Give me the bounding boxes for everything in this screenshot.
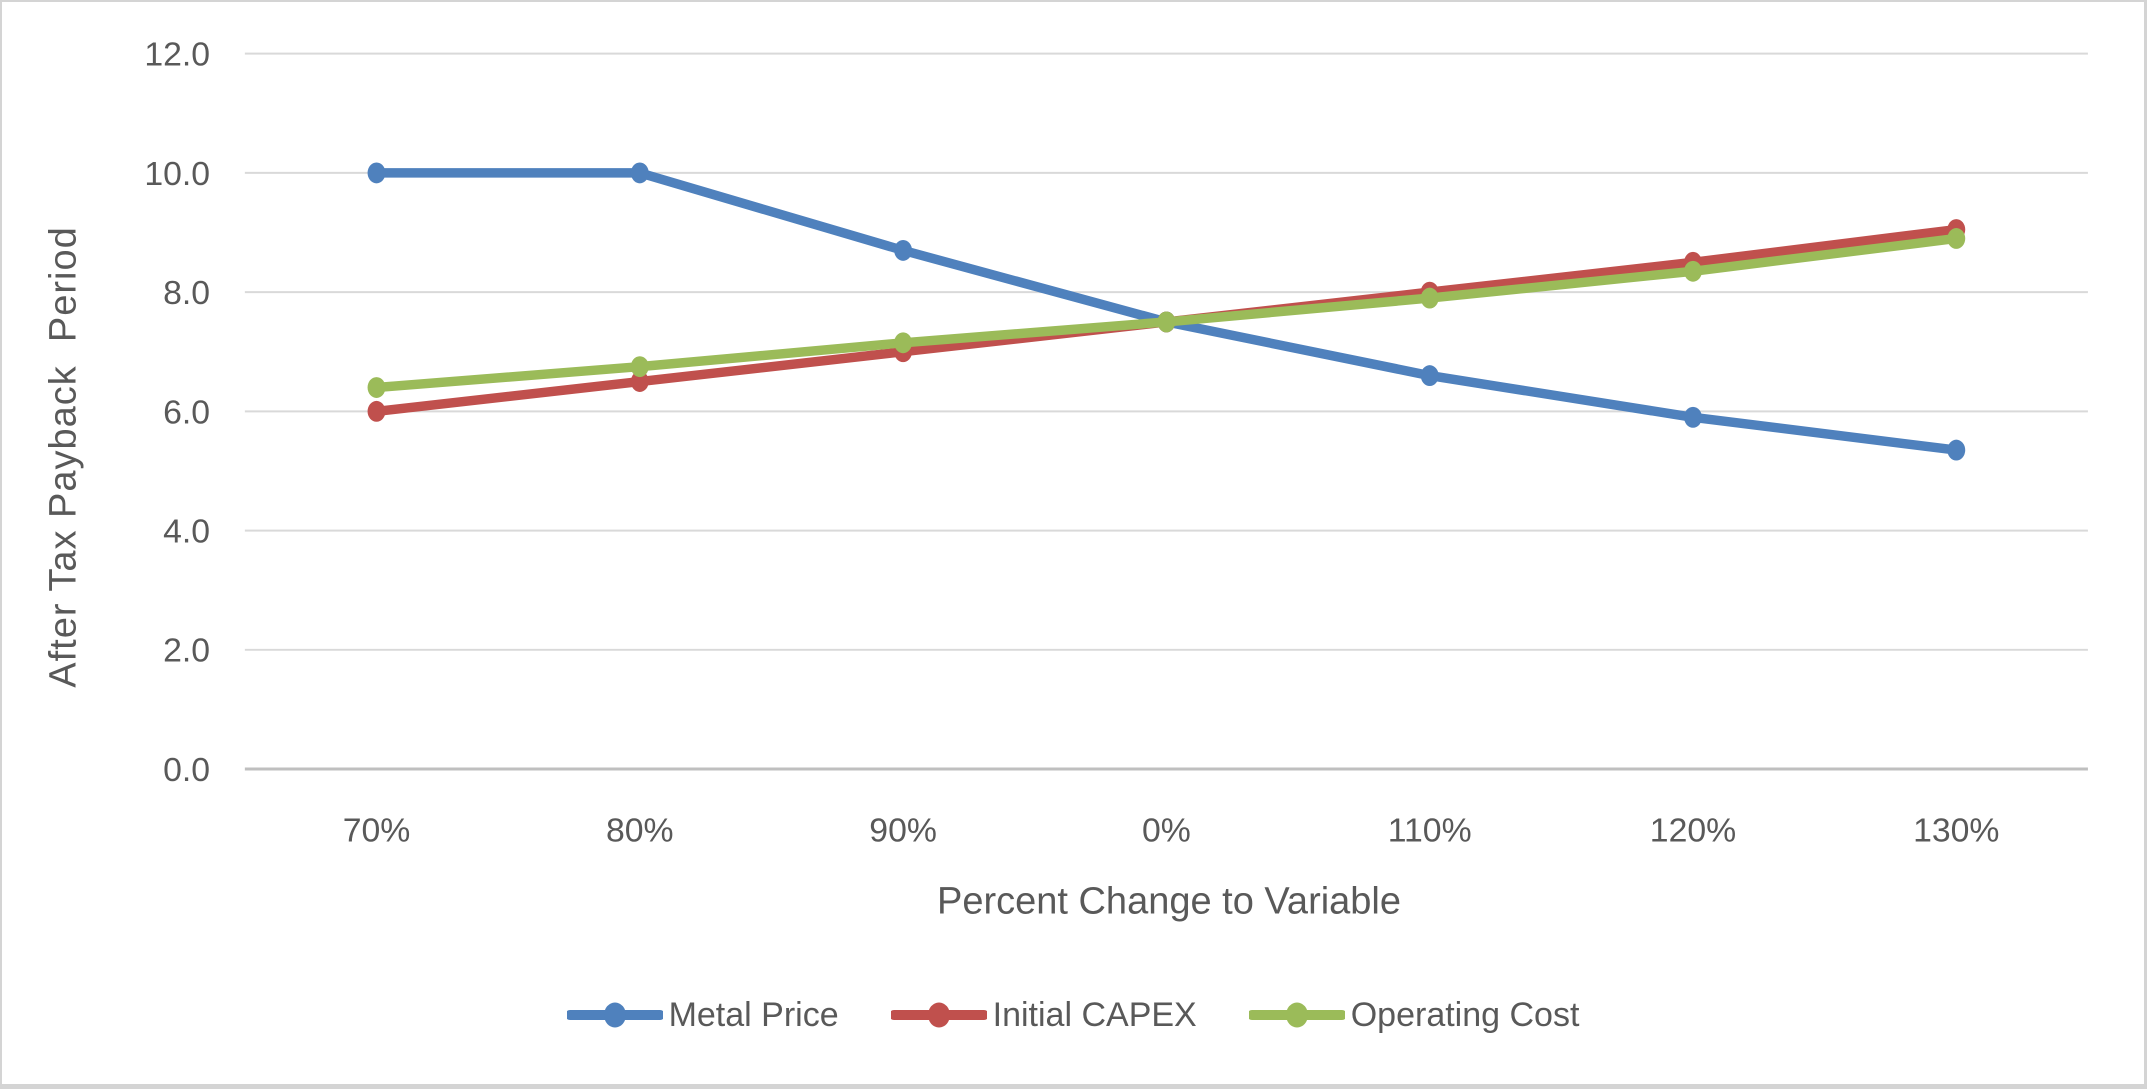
y-axis-title: After Tax Payback Period [42, 226, 85, 688]
y-tick-label: 10.0 [144, 155, 210, 193]
legend-label: Metal Price [668, 995, 839, 1034]
y-tick-label: 4.0 [163, 513, 210, 551]
legend-label: Operating Cost [1350, 995, 1580, 1034]
x-category-label: 130% [1913, 812, 1999, 850]
data-point-marker [1684, 406, 1702, 428]
legend-marker-icon [890, 1002, 987, 1028]
data-point-marker [367, 400, 386, 422]
y-tick-label: 6.0 [163, 393, 210, 431]
data-point-marker [367, 377, 386, 398]
legend-item-metal-price: Metal Price [566, 994, 839, 1036]
y-tick-label: 12.0 [144, 36, 210, 74]
data-point-marker [1684, 260, 1702, 282]
y-tick-label: 2.0 [163, 632, 210, 670]
legend-item-operating-cost: Operating Cost [1248, 994, 1580, 1036]
x-category-label: 90% [869, 812, 937, 850]
data-point-marker [630, 356, 649, 378]
y-tick-label: 8.0 [163, 274, 210, 312]
x-axis-title: Percent Change to Variable [936, 880, 1402, 923]
legend-marker-icon [1248, 1002, 1345, 1028]
x-category-label: 120% [1650, 812, 1736, 850]
chart-legend: Metal Price Initial CAPEX Operating Cost [2, 994, 2144, 1036]
legend-label: Initial CAPEX [992, 995, 1197, 1034]
x-category-label: 70% [343, 812, 411, 850]
y-tick-label: 0.0 [163, 751, 210, 789]
legend-marker-icon [566, 1002, 663, 1028]
data-point-marker [630, 162, 649, 184]
legend-item-initial-capex: Initial CAPEX [890, 994, 1197, 1036]
data-point-marker [367, 162, 386, 184]
x-category-label: 110% [1388, 812, 1472, 850]
data-point-marker [1420, 287, 1439, 309]
data-point-marker [1947, 228, 1966, 249]
data-point-marker [894, 239, 913, 261]
data-point-marker [1157, 311, 1176, 333]
data-point-marker [1420, 365, 1439, 387]
data-point-marker [630, 371, 649, 392]
x-category-label: 0% [1142, 812, 1191, 850]
data-point-marker [894, 332, 913, 354]
x-category-label: 80% [606, 812, 674, 850]
series-line-metal-price [371, 168, 1962, 455]
data-point-marker [1947, 439, 1966, 461]
